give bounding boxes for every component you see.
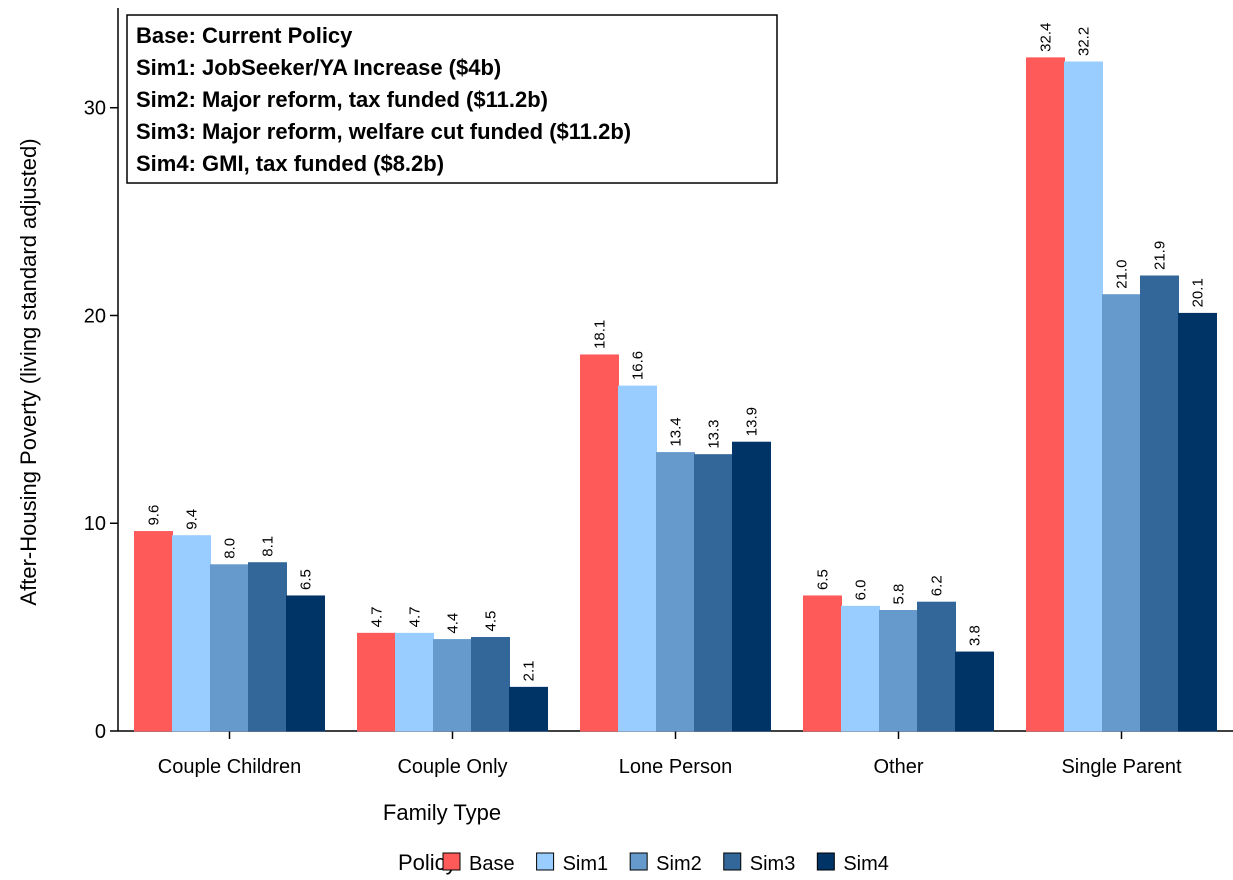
bar (803, 595, 842, 732)
data-label: 4.7 (407, 606, 424, 627)
legend-swatch (442, 852, 461, 871)
annotation-frame (126, 14, 778, 184)
data-label: 13.4 (668, 417, 685, 446)
x-tick-label: Couple Children (158, 756, 301, 778)
legend-label: Sim3 (750, 853, 796, 875)
bar (1140, 275, 1179, 732)
bar (357, 632, 396, 732)
data-label: 13.9 (744, 407, 761, 436)
bar (286, 595, 325, 732)
bar (841, 605, 880, 732)
annotation-text: Sim4: GMI, tax funded ($8.2b) (136, 151, 444, 176)
bar (210, 564, 249, 732)
x-axis-label: Family Type (383, 800, 501, 825)
bar (618, 385, 657, 732)
data-label: 6.5 (298, 569, 315, 590)
bar (471, 637, 510, 732)
y-tick-label: 20 (84, 305, 106, 327)
data-label: 8.0 (222, 538, 239, 559)
x-tick-label: Couple Only (397, 756, 507, 778)
bar (580, 354, 619, 732)
data-label: 21.0 (1114, 260, 1131, 289)
legend-label: Sim1 (563, 853, 609, 875)
bar (509, 686, 548, 732)
data-label: 18.1 (592, 320, 609, 349)
data-label: 6.0 (853, 579, 870, 600)
bar (1026, 57, 1065, 732)
data-label: 9.4 (184, 509, 201, 530)
legend-label: Base (469, 853, 515, 875)
data-label: 21.9 (1152, 241, 1169, 270)
bar (1102, 294, 1141, 732)
bar (917, 601, 956, 732)
bar (879, 610, 918, 732)
data-label: 8.1 (260, 536, 277, 557)
y-axis-label: After-Housing Poverty (living standard a… (16, 138, 41, 605)
annotation-text: Sim2: Major reform, tax funded ($11.2b) (136, 87, 548, 112)
bar (134, 531, 173, 732)
bar (1178, 312, 1217, 732)
bar (172, 535, 211, 732)
data-label: 4.4 (445, 613, 462, 634)
data-label: 4.5 (483, 611, 500, 632)
legend-swatch (536, 852, 555, 871)
bar (433, 639, 472, 732)
bar (248, 562, 287, 732)
x-tick-label: Lone Person (619, 756, 732, 778)
x-tick-label: Other (873, 756, 923, 778)
data-label: 2.1 (521, 661, 538, 682)
legend-swatch (723, 852, 742, 871)
bar (694, 454, 733, 732)
bar (732, 441, 771, 732)
data-label: 3.8 (967, 625, 984, 646)
data-label: 20.1 (1190, 278, 1207, 307)
data-label: 6.5 (815, 569, 832, 590)
bar (395, 632, 434, 732)
data-label: 9.6 (146, 505, 163, 526)
data-label: 32.2 (1076, 27, 1093, 56)
annotation-text: Sim1: JobSeeker/YA Increase ($4b) (136, 55, 501, 80)
data-label: 6.2 (929, 575, 946, 596)
legend-swatch (816, 852, 835, 871)
bar (1064, 61, 1103, 732)
bar (656, 452, 695, 732)
data-label: 5.8 (891, 584, 908, 605)
data-label: 4.7 (369, 606, 386, 627)
legend-swatch (629, 852, 648, 871)
x-tick-label: Single Parent (1061, 756, 1182, 778)
bar (955, 651, 994, 732)
annotation-box: Base: Current Policy Sim1: JobSeeker/YA I… (126, 14, 778, 184)
data-label: 13.3 (706, 419, 723, 448)
data-label: 32.4 (1038, 23, 1055, 52)
legend-label: Sim2 (656, 853, 702, 875)
y-tick-label: 10 (84, 513, 106, 535)
annotation-text: Sim3: Major reform, welfare cut funded (… (136, 119, 631, 144)
annotation-text: Base: Current Policy (136, 23, 353, 48)
legend-label: Sim4 (843, 853, 889, 875)
data-label: 16.6 (630, 351, 647, 380)
y-tick-label: 30 (84, 98, 106, 120)
y-tick-label: 0 (95, 721, 106, 743)
